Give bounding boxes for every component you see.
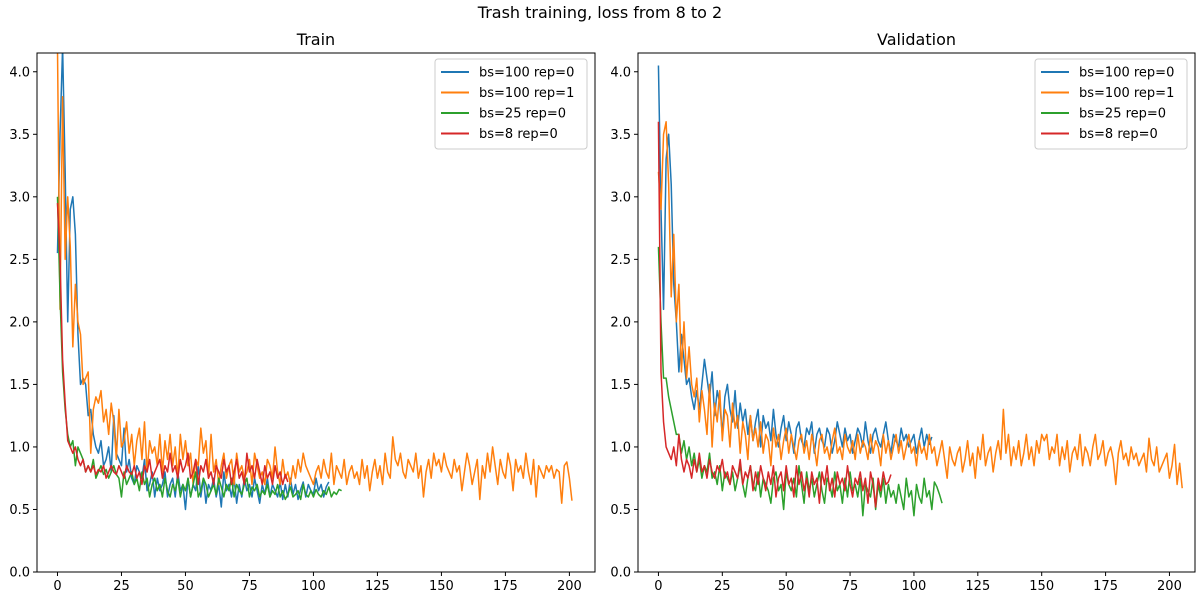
train-legend: bs=100 rep=0 bs=100 rep=1 bs=25 rep=0 bs=8 … [434,58,588,150]
train-x-tick-label: 100 [301,579,326,594]
train-y-tick-label: 3.5 [9,128,30,143]
train-x-tick-label: 0 [53,579,61,594]
validation-legend-label-2: bs=25 rep=0 [1079,107,1166,122]
train-y-tick-label: 1.0 [9,440,30,455]
validation-panel: 0 25 50 75 100 125 150 175 200 0.0 0.5 1.0 1.5 2.0 2.5… [610,30,1196,594]
validation-x-tick-label: 25 [714,579,731,594]
validation-x-tick-label: 50 [778,579,795,594]
validation-y-tick-label: 1.0 [610,440,631,455]
validation-x-tick-label: 100 [902,579,927,594]
validation-legend-label-1: bs=100 rep=1 [1079,86,1174,101]
train-x-tick-label: 75 [241,579,258,594]
validation-legend-label-0: bs=100 rep=0 [1079,66,1174,81]
validation-x-tick-label: 200 [1157,579,1182,594]
train-x-tick-label: 25 [113,579,130,594]
train-title: Train [296,30,335,49]
validation-x-tick-label: 150 [1029,579,1054,594]
validation-y-tick-label: 2.5 [610,253,631,268]
validation-axes-frame [637,52,1196,573]
validation-title: Validation [877,30,956,49]
validation-x-tick-label: 75 [842,579,859,594]
train-x-tick-label: 50 [177,579,194,594]
train-legend-label-2: bs=25 rep=0 [479,107,566,122]
validation-y-tick-label: 0.5 [610,503,631,518]
validation-y-tick-label: 3.5 [610,128,631,143]
train-y-tick-label: 0.5 [9,503,30,518]
validation-series-line-1 [657,121,1183,489]
validation-series-line-0 [657,65,933,454]
validation-y-tick-label: 0.0 [610,566,631,581]
train-y-tick-label: 3.0 [9,190,30,205]
train-panel: 0 25 50 75 100 125 150 175 200 0.0 0.5 1.0 1.5 2.0 2.5… [9,30,596,594]
train-x-tick-label: 175 [493,579,518,594]
train-legend-label-3: bs=8 rep=0 [479,127,558,142]
validation-x-tick-label: 125 [965,579,990,594]
train-x-tick-label: 125 [365,579,390,594]
validation-legend: bs=100 rep=0 bs=100 rep=1 bs=25 rep=0 bs=8 … [1034,58,1188,150]
validation-x-tick-label: 175 [1093,579,1118,594]
train-series-line-3 [56,203,289,486]
train-x-tick-label: 200 [557,579,582,594]
validation-legend-label-3: bs=8 rep=0 [1079,127,1158,142]
validation-series-line-3 [657,121,892,508]
train-series-line-1 [56,53,573,504]
train-y-tick-label: 1.5 [9,378,30,393]
validation-y-tick-label: 3.0 [610,190,631,205]
train-x-tick-label: 150 [429,579,454,594]
train-y-tick-label: 2.5 [9,253,30,268]
validation-legend-box [1034,58,1188,150]
validation-y-tick-label: 1.5 [610,378,631,393]
train-axes-frame [36,52,596,573]
validation-x-tick-label: 0 [654,579,662,594]
figure-suptitle: Trash training, loss from 8 to 2 [477,3,722,22]
train-y-tick-label: 0.0 [9,566,30,581]
validation-y-tick-label: 2.0 [610,315,631,330]
train-legend-label-1: bs=100 rep=1 [479,86,574,101]
train-y-tick-label: 4.0 [9,65,30,80]
train-series-group [56,53,573,511]
validation-y-tick-label: 4.0 [610,65,631,80]
train-legend-box [434,58,588,150]
train-legend-label-0: bs=100 rep=0 [479,66,574,81]
train-y-tick-label: 2.0 [9,315,30,330]
validation-series-group [657,65,1183,517]
